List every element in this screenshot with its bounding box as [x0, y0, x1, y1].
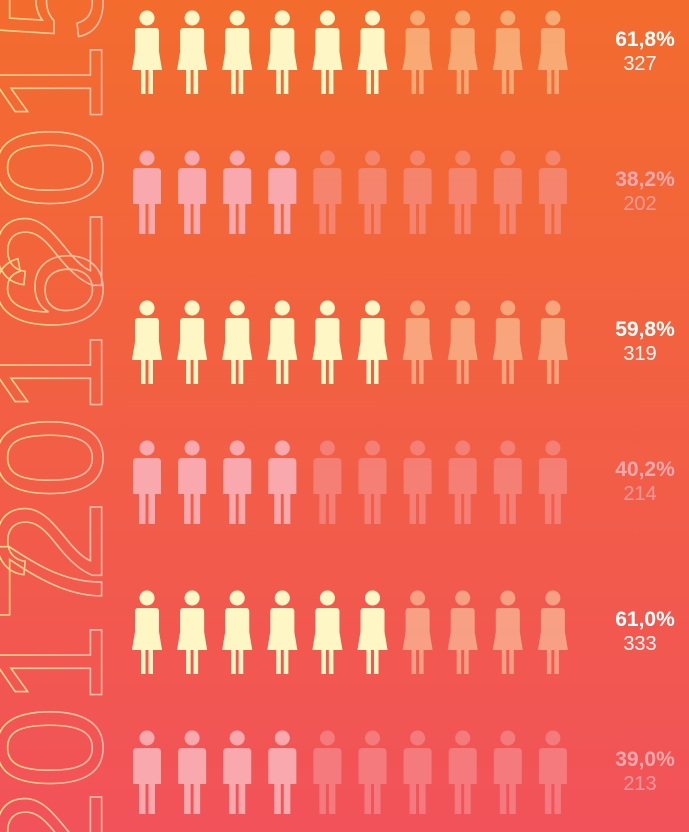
icon-empty: [448, 150, 477, 234]
icon-filled: [178, 440, 207, 524]
icon-filled: [267, 300, 298, 384]
icon-empty: [448, 440, 477, 524]
icon-filled: [268, 730, 297, 814]
percent-label: 61,0%: [615, 608, 675, 631]
icon-empty: [447, 590, 478, 674]
icon-empty: [358, 730, 387, 814]
icon-filled: [268, 440, 297, 524]
icon-empty: [358, 150, 387, 234]
icon-empty: [447, 10, 478, 94]
icon-filled: [223, 440, 252, 524]
icon-filled: [357, 590, 388, 674]
icon-row-filled: [132, 590, 388, 674]
icon-empty: [538, 150, 567, 234]
icon-filled: [267, 590, 298, 674]
icon-empty: [358, 440, 387, 524]
icon-empty: [447, 300, 478, 384]
icon-empty: [313, 150, 342, 234]
icon-filled: [223, 150, 252, 234]
icon-filled: [132, 590, 162, 674]
icon-empty: [402, 590, 433, 674]
icon-filled: [222, 590, 253, 674]
icon-empty: [448, 730, 477, 814]
year-label: 2015: [0, 0, 134, 293]
icon-empty: [538, 440, 567, 524]
icon-filled: [402, 66, 404, 70]
percent-label: 39,0%: [615, 748, 675, 771]
icon-empty: [403, 150, 432, 234]
icon-filled: [177, 10, 208, 94]
icon-filled: [133, 440, 161, 524]
icon-empty: [493, 730, 522, 814]
icon-empty: [538, 730, 567, 814]
icon-filled: [312, 300, 343, 384]
icon-filled: [223, 730, 252, 814]
icon-row-filled: [133, 440, 297, 524]
count-label: 333: [623, 633, 656, 655]
icon-filled: [357, 10, 388, 94]
icon-filled: [132, 10, 162, 94]
icon-filled: [268, 150, 297, 234]
icon-empty: [492, 300, 523, 384]
icon-empty: [402, 10, 433, 94]
count-label: 327: [623, 53, 656, 75]
icon-empty: [492, 10, 523, 94]
percent-label: 38,2%: [615, 168, 675, 191]
icon-filled: [312, 10, 343, 94]
icon-filled: [177, 590, 208, 674]
count-label: 214: [623, 483, 656, 505]
icon-empty: [313, 730, 342, 814]
icon-filled: [177, 300, 208, 384]
icon-filled: [222, 300, 253, 384]
icon-filled: [178, 730, 207, 814]
icon-empty: [493, 440, 522, 524]
icon-empty: [493, 150, 522, 234]
icon-empty: [537, 10, 568, 94]
year-label: 2017: [0, 539, 134, 832]
icon-empty: [537, 300, 568, 384]
icon-row-filled: [133, 730, 297, 814]
icon-filled: [357, 300, 388, 384]
icon-empty: [403, 730, 432, 814]
percent-label: 61,8%: [615, 28, 675, 51]
icon-filled: [222, 10, 253, 94]
count-label: 213: [623, 773, 656, 795]
icon-empty: [402, 300, 433, 384]
icon-empty: [313, 440, 342, 524]
icon-empty: [537, 590, 568, 674]
percent-label: 40,2%: [615, 458, 675, 481]
icon-filled: [132, 300, 162, 384]
icon-empty: [492, 590, 523, 674]
icon-row-filled: [133, 150, 297, 234]
icon-filled: [133, 730, 161, 814]
icon-filled: [267, 10, 298, 94]
icon-empty: [403, 440, 432, 524]
year-label: 2016: [0, 249, 134, 583]
icon-row-filled: [132, 10, 404, 94]
count-label: 202: [623, 193, 656, 215]
icon-filled: [178, 150, 207, 234]
icon-filled: [133, 150, 161, 234]
percent-label: 59,8%: [615, 318, 675, 341]
count-label: 319: [623, 343, 656, 365]
icon-row-filled: [132, 300, 388, 384]
icon-filled: [312, 590, 343, 674]
